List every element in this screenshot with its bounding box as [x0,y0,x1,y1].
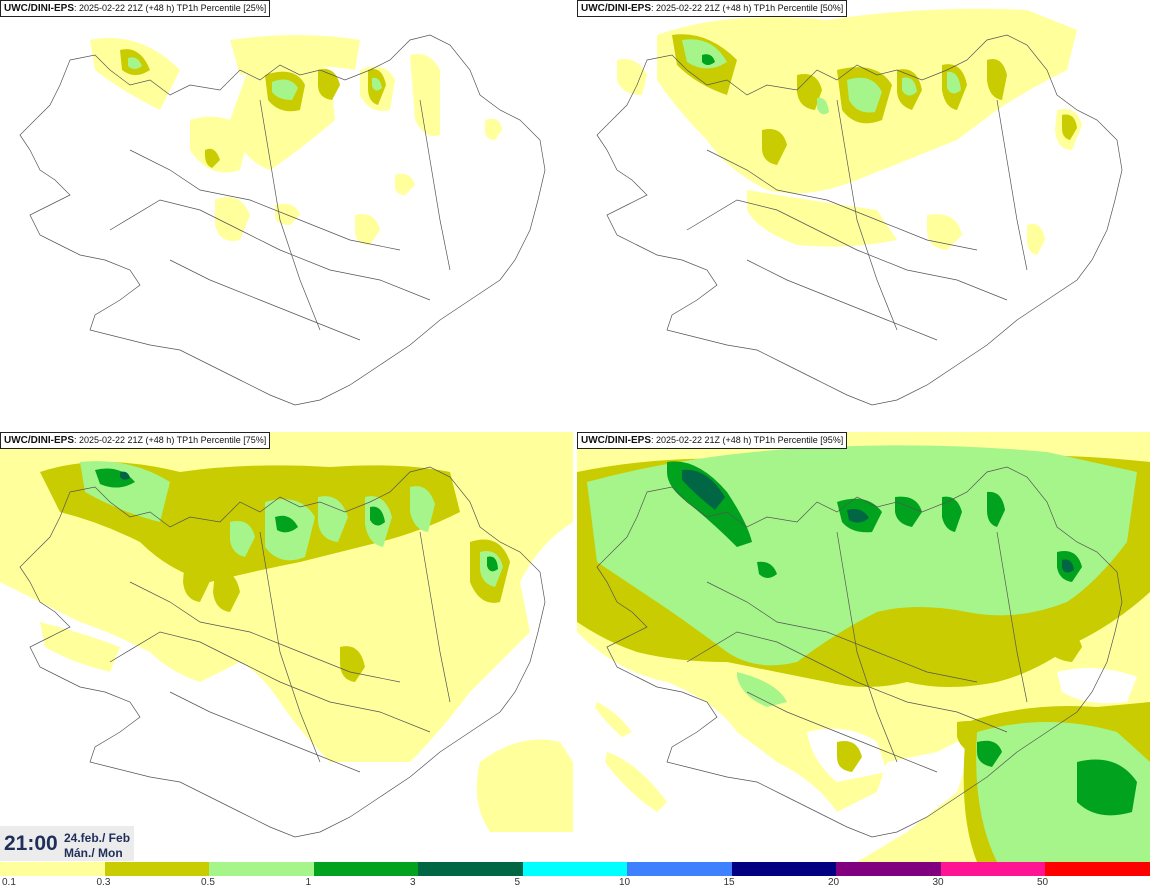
legend-color-swatch [522,862,628,876]
panel-title: UWC/DINI-EPS: 2025-02-22 21Z (+48 h) TP1… [577,0,848,17]
legend-label: 5 [514,877,521,888]
precip-map-25 [19,34,546,406]
valid-time-box: 21:00 24.feb./ Feb Mán./ Mon [0,826,134,861]
color-legend: 0.1 0.3 0.5 1 3 5 10 15 20 30 50 [0,862,1150,891]
run-info: : 2025-02-22 21Z (+48 h) [651,3,752,13]
legend-label: 0.3 [96,877,111,888]
precip-fill [0,432,573,832]
legend-label: 3 [410,877,416,888]
precip-fill [90,35,502,245]
legend-label: 50 [1037,877,1049,888]
model-name: UWC/DINI-EPS [4,435,74,446]
iceland-coastline [19,34,546,406]
legend-label: 30 [932,877,944,888]
iceland-coastline [596,466,1123,838]
map-panel-95: UWC/DINI-EPS: 2025-02-22 21Z (+48 h) TP1… [577,432,1150,862]
legend-label: 1 [305,877,312,888]
model-name: UWC/DINI-EPS [581,3,651,14]
run-info: : 2025-02-22 21Z (+48 h) [74,435,175,445]
legend-color-swatch [418,862,523,876]
product-label: TP1h Percentile [95%] [753,435,844,445]
precip-map-95 [577,432,1150,862]
run-info: : 2025-02-22 21Z (+48 h) [651,435,752,445]
precip-map-75 [0,432,573,838]
iceland-coastline [19,466,546,838]
product-label: TP1h Percentile [25%] [176,3,267,13]
iceland-coastline [596,34,1123,406]
legend-color-swatch [313,862,419,876]
product-label: TP1h Percentile [50%] [753,3,844,13]
legend-label: 0.1 [2,877,16,888]
precip-fill [577,432,1150,862]
legend-label: 10 [619,877,631,888]
precip-map-50 [596,8,1123,406]
product-label: TP1h Percentile [75%] [176,435,267,445]
legend-color-swatch [209,862,314,876]
valid-time: 21:00 [4,832,58,855]
legend-color-swatch [104,862,210,876]
map-panel-50: UWC/DINI-EPS: 2025-02-22 21Z (+48 h) TP1… [577,0,1150,430]
legend-label: 0.5 [201,877,215,888]
precip-fill [617,8,1082,255]
panel-title: UWC/DINI-EPS: 2025-02-22 21Z (+48 h) TP1… [0,0,271,17]
legend-color-swatch [627,862,732,876]
legend-color-swatch [0,862,105,876]
map-panel-75: UWC/DINI-EPS: 2025-02-22 21Z (+48 h) TP1… [0,432,573,862]
run-info: : 2025-02-22 21Z (+48 h) [74,3,175,13]
legend-color-swatch [731,862,837,876]
valid-date: 24.feb./ Feb [64,831,131,845]
legend-color-swatch [1045,862,1150,876]
model-name: UWC/DINI-EPS [4,3,74,14]
legend-label: 15 [723,877,735,888]
legend-color-swatch [836,862,941,876]
legend-color-swatch [940,862,1046,876]
panel-title: UWC/DINI-EPS: 2025-02-22 21Z (+48 h) TP1… [0,432,271,449]
panel-title: UWC/DINI-EPS: 2025-02-22 21Z (+48 h) TP1… [577,432,848,449]
map-panel-25: UWC/DINI-EPS: 2025-02-22 21Z (+48 h) TP1… [0,0,573,430]
valid-weekday: Mán./ Mon [64,846,123,860]
legend-label: 20 [828,877,840,888]
model-name: UWC/DINI-EPS [581,435,651,446]
